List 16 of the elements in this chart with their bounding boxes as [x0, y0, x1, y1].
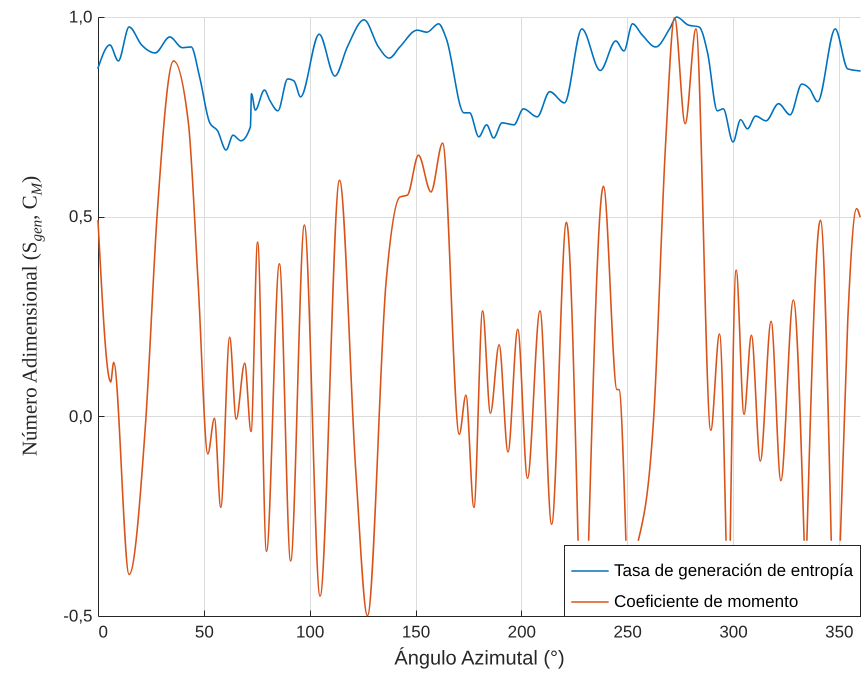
x-tick-label: 0: [98, 622, 108, 642]
x-tick-label: 300: [719, 622, 748, 642]
y-tick-label: 0,0: [68, 406, 92, 426]
y-tick-label: 0,5: [68, 207, 92, 226]
x-tick-label: 150: [402, 622, 430, 642]
legend-label: Coeficiente de momento: [614, 592, 798, 611]
x-tick-label: 350: [825, 622, 854, 642]
x-axis-title: Ángulo Azimutal (°): [394, 646, 565, 670]
y-tick-label: -0,5: [63, 606, 92, 626]
x-tick-label: 50: [194, 622, 214, 642]
x-tick-label: 100: [296, 622, 324, 642]
legend-label: Tasa de generación de entropía: [614, 561, 854, 580]
y-tick-label: 1,0: [68, 8, 92, 26]
line-series: [97, 16, 861, 151]
x-tick-label: 250: [613, 622, 642, 642]
x-tick-label: 200: [508, 622, 536, 642]
